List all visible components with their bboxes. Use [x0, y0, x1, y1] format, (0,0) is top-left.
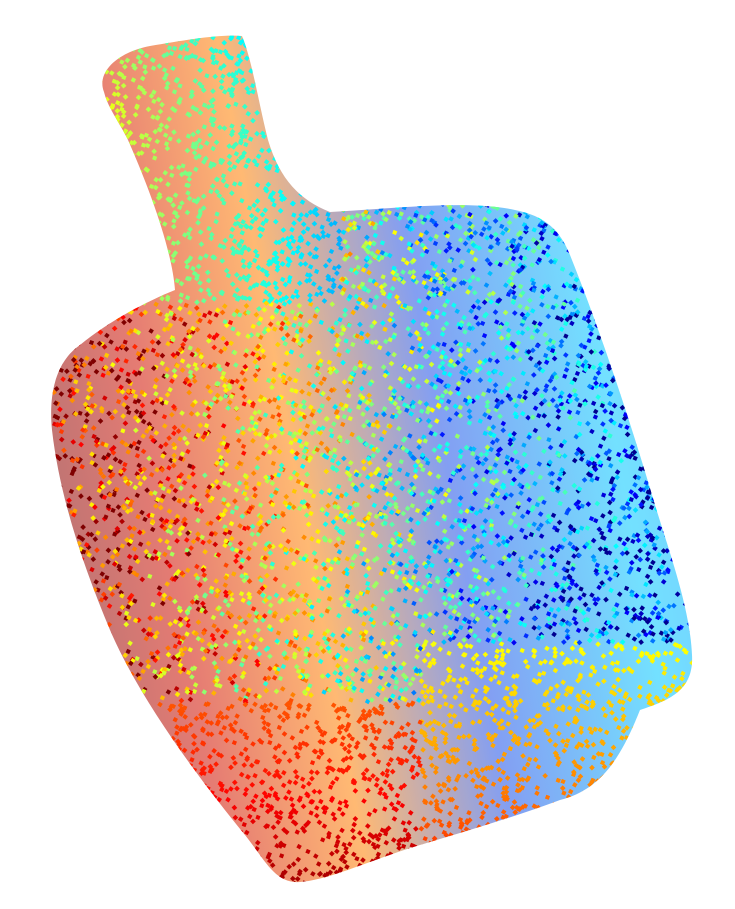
- bottle-point-cloud: [51, 35, 693, 883]
- render-viewport: [51, 35, 693, 883]
- bottle-body-points: [51, 35, 693, 883]
